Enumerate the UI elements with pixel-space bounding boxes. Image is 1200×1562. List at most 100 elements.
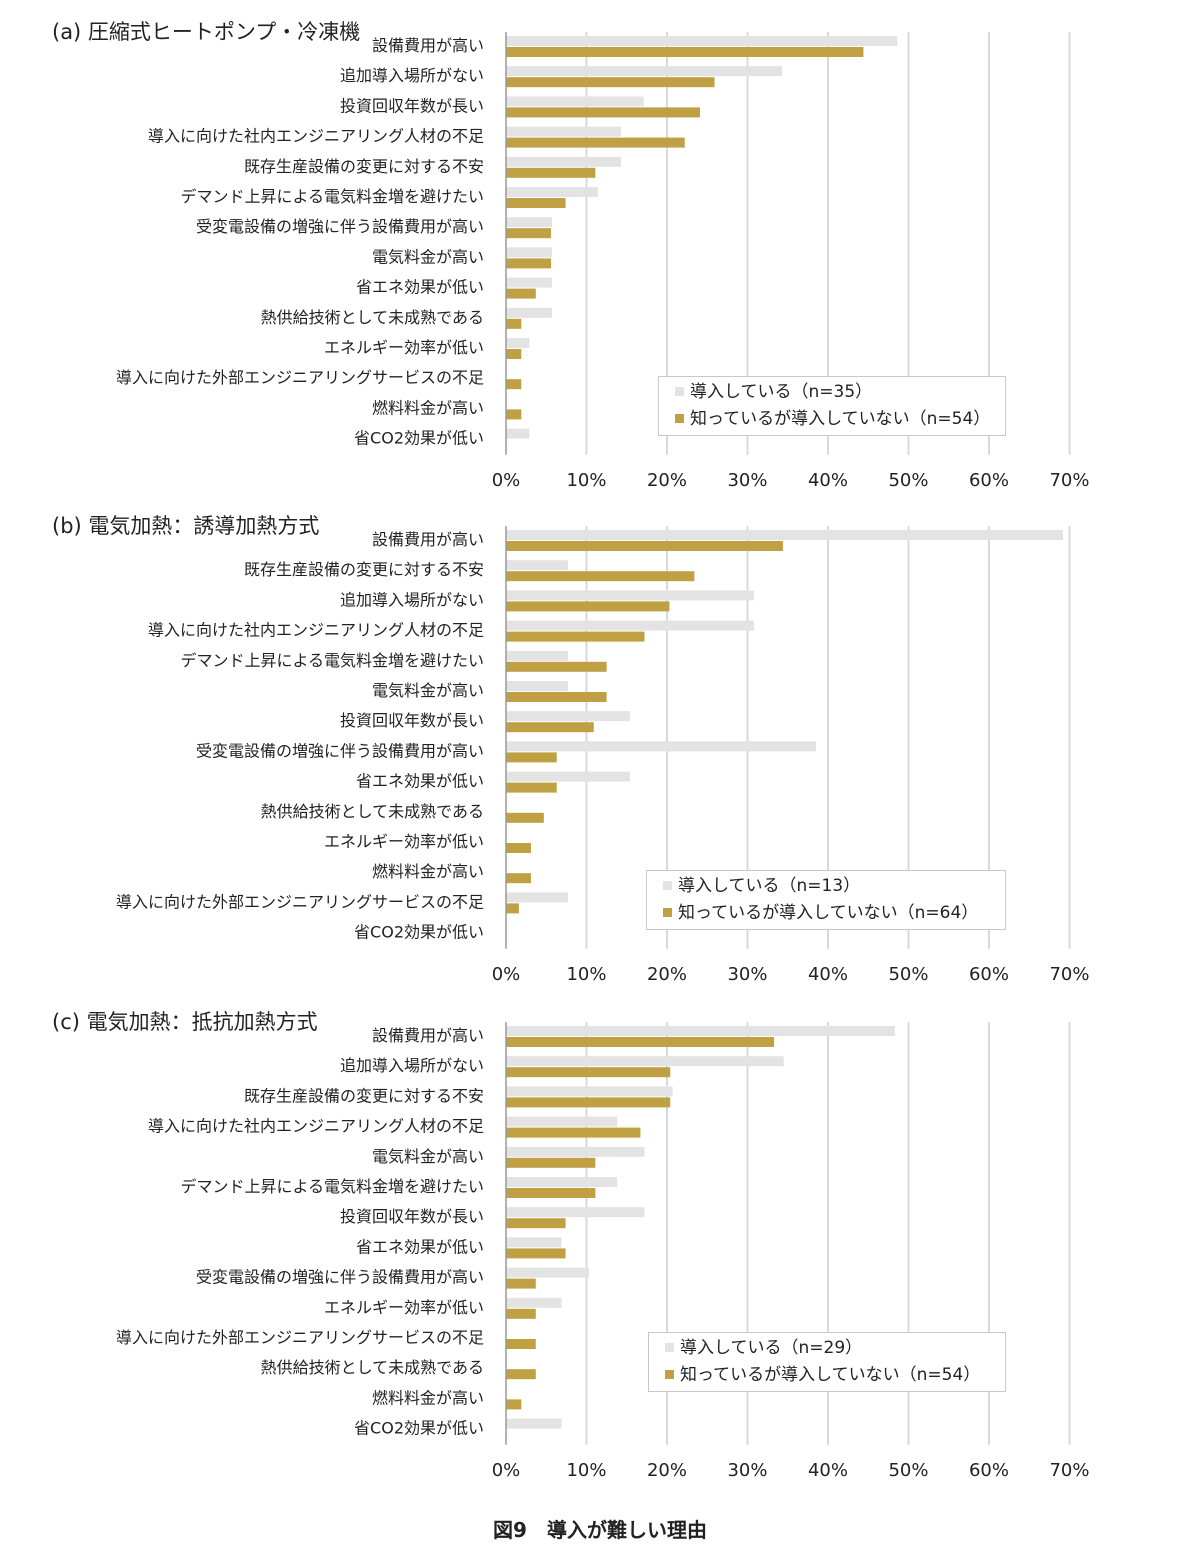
bar-not-introduced xyxy=(506,1339,536,1349)
bar-not-introduced xyxy=(506,692,607,702)
legend: 導入している（n=13） 知っているが導入していない（n=64） xyxy=(646,870,1006,930)
bar-not-introduced xyxy=(506,571,695,582)
legend-swatch-not-introduced xyxy=(675,414,684,423)
bar-not-introduced xyxy=(506,1308,536,1319)
bar-not-introduced xyxy=(506,167,596,178)
category-label: 熱供給技術として未成熟である xyxy=(261,1358,484,1377)
bar-not-introduced xyxy=(506,1399,522,1410)
bar-introduced xyxy=(506,650,568,661)
category-label: 設備費用が高い xyxy=(372,530,484,549)
x-tick-label: 20% xyxy=(647,1460,687,1481)
legend-item-introduced: 導入している（n=35） xyxy=(675,381,872,403)
bar-introduced xyxy=(506,590,754,601)
bar-introduced xyxy=(506,771,630,782)
bar-introduced xyxy=(506,156,622,167)
category-label: 省エネ効果が低い xyxy=(356,772,484,791)
bar-introduced xyxy=(506,1207,645,1218)
bar-not-introduced xyxy=(506,47,864,57)
legend-label: 導入している（n=35） xyxy=(690,382,873,402)
legend-item-not-introduced: 知っているが導入していない（n=64） xyxy=(663,902,978,924)
x-tick-label: 70% xyxy=(1049,470,1089,491)
chart-panel-a: (a) 圧縮式ヒートポンプ・冷凍機 0% 10% 20% 30% 40% 50% 60% 70… xyxy=(0,18,1200,508)
bar-introduced xyxy=(506,1086,673,1097)
bar-introduced xyxy=(506,681,568,691)
bar-not-introduced xyxy=(506,1157,596,1168)
bar-chart: 0% 10% 20% 30% 40% 50% 60% 70% 設備費用が高い既存生産設備の変更に… xyxy=(116,526,1090,985)
legend: 導入している（n=29） 知っているが導入していない（n=54） xyxy=(648,1332,1006,1392)
bar-not-introduced xyxy=(506,379,522,390)
bar-introduced xyxy=(506,741,816,752)
legend-swatch-introduced xyxy=(663,881,672,890)
category-label: 投資回収年数が長い xyxy=(340,1207,484,1226)
category-label: エネルギー効率が低い xyxy=(324,832,484,851)
category-label: 電気料金が高い xyxy=(372,247,484,266)
x-tick-label: 70% xyxy=(1049,964,1089,985)
bar-not-introduced xyxy=(506,1188,596,1198)
bar-not-introduced xyxy=(506,752,557,763)
x-tick-label: 10% xyxy=(566,1460,606,1481)
bar-not-introduced xyxy=(506,1248,566,1259)
category-label: 導入に向けた社内エンジニアリング人材の不足 xyxy=(148,127,484,146)
bar-not-introduced xyxy=(506,288,536,299)
bar-introduced xyxy=(506,1146,645,1157)
bar-not-introduced xyxy=(506,782,557,793)
legend-item-not-introduced: 知っているが導入していない（n=54） xyxy=(675,408,990,430)
category-label: 燃料料金が高い xyxy=(372,1388,484,1407)
category-label: 投資回収年数が長い xyxy=(340,96,484,115)
category-label: 電気料金が高い xyxy=(372,1147,484,1166)
x-tick-label: 60% xyxy=(969,1460,1009,1481)
bar-introduced xyxy=(506,892,568,903)
category-label: 設備費用が高い xyxy=(372,1026,484,1045)
bar-introduced xyxy=(506,307,552,318)
category-label: 熱供給技術として未成熟である xyxy=(261,308,484,327)
bar-not-introduced xyxy=(506,903,519,914)
bar-not-introduced xyxy=(506,661,607,672)
category-label: 受変電設備の増強に伴う設備費用が高い xyxy=(196,1268,484,1287)
category-label: デマンド上昇による電気料金増を避けたい xyxy=(180,187,484,206)
bar-not-introduced xyxy=(506,1218,566,1229)
bar-introduced xyxy=(506,1056,784,1067)
bar-introduced xyxy=(506,428,530,439)
bar-not-introduced xyxy=(506,541,783,551)
bar-not-introduced xyxy=(506,601,670,612)
bar-introduced xyxy=(506,1026,895,1036)
bar-chart: 0% 10% 20% 30% 40% 50% 60% 70% 設備費用が高い追加導入場所がない投… xyxy=(116,32,1090,491)
bar-not-introduced xyxy=(506,873,531,884)
category-label: 省エネ効果が低い xyxy=(356,278,484,297)
bar-introduced xyxy=(506,1116,618,1127)
chart-title: (b) 電気加熱：誘導加熱方式 xyxy=(52,514,320,538)
x-tick-label: 40% xyxy=(808,1460,848,1481)
bar-not-introduced xyxy=(506,107,701,118)
bar-not-introduced xyxy=(506,258,552,269)
bar-not-introduced xyxy=(506,198,566,208)
x-tick-label: 0% xyxy=(492,1460,521,1481)
category-label: 既存生産設備の変更に対する不安 xyxy=(244,560,484,579)
legend-item-not-introduced: 知っているが導入していない（n=54） xyxy=(665,1364,980,1386)
bar-not-introduced xyxy=(506,722,594,733)
category-label: 導入に向けた外部エンジニアリングサービスの不足 xyxy=(116,1328,484,1347)
x-tick-label: 20% xyxy=(647,964,687,985)
category-label: 省エネ効果が低い xyxy=(356,1237,484,1256)
legend-swatch-not-introduced xyxy=(663,908,672,917)
x-tick-label: 10% xyxy=(566,964,606,985)
x-tick-label: 0% xyxy=(492,964,521,985)
bar-introduced xyxy=(506,36,898,46)
legend-item-introduced: 導入している（n=13） xyxy=(663,875,860,897)
category-label: エネルギー効率が低い xyxy=(324,338,484,357)
bar-not-introduced xyxy=(506,631,645,642)
category-label: 導入に向けた社内エンジニアリング人材の不足 xyxy=(148,621,484,640)
category-label: 設備費用が高い xyxy=(372,36,484,55)
legend-label: 導入している（n=29） xyxy=(680,1338,863,1358)
category-label: 燃料料金が高い xyxy=(372,398,484,417)
bar-introduced xyxy=(506,66,783,77)
x-tick-label: 10% xyxy=(566,470,606,491)
bar-introduced xyxy=(506,1297,562,1308)
category-label: 受変電設備の増強に伴う設備費用が高い xyxy=(196,217,484,236)
bar-introduced xyxy=(506,620,754,631)
legend-item-introduced: 導入している（n=29） xyxy=(665,1337,862,1359)
x-tick-label: 30% xyxy=(727,470,767,491)
bar-not-introduced xyxy=(506,409,522,420)
legend-label: 知っているが導入していない（n=64） xyxy=(678,903,979,923)
category-label: 追加導入場所がない xyxy=(340,66,484,85)
bar-not-introduced xyxy=(506,1369,536,1380)
